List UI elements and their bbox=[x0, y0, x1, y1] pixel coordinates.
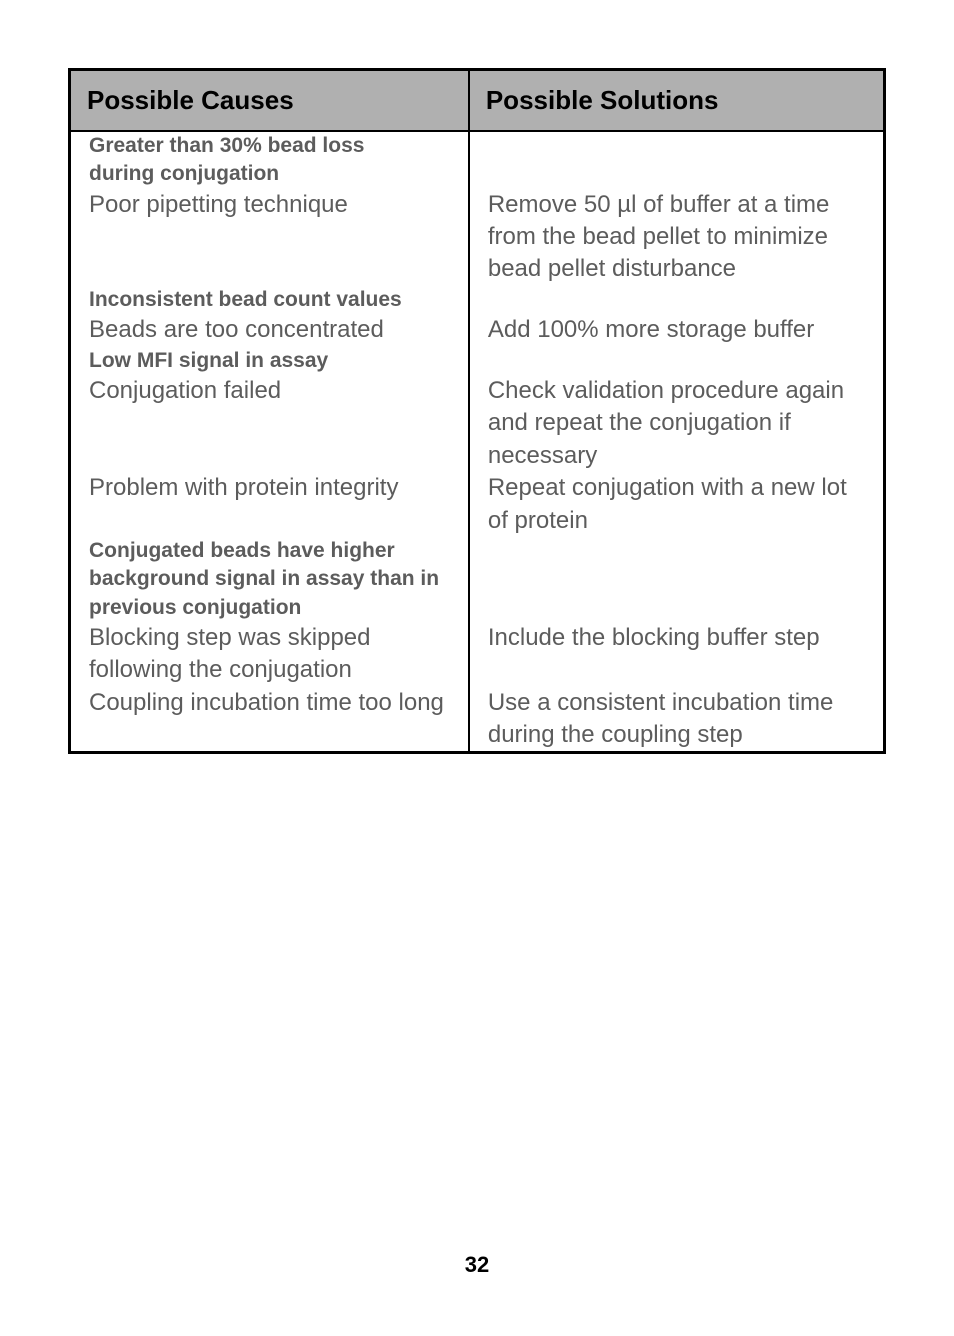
solution-text: Remove 50 µl of buffer at a time from th… bbox=[488, 189, 865, 286]
section-heading: Conjugated beads have higher bbox=[89, 537, 450, 565]
page-number: 32 bbox=[0, 1252, 954, 1278]
solution-text: Repeat conjugation with a new lot of pro… bbox=[488, 472, 865, 537]
cause-text: Problem with protein integrity bbox=[89, 472, 450, 504]
cause-text: Conjugation failed bbox=[89, 375, 450, 407]
header-solutions: Possible Solutions bbox=[469, 70, 885, 132]
cause-text: Beads are too concentrated bbox=[89, 314, 450, 346]
section-heading: Low MFI signal in assay bbox=[89, 347, 450, 375]
section-heading: Greater than 30% bead loss bbox=[89, 132, 450, 160]
solution-text: Add 100% more storage buffer bbox=[488, 314, 865, 346]
cause-text: Blocking step was skipped following the … bbox=[89, 622, 450, 687]
solution-text: Use a consistent incubation time during … bbox=[488, 687, 865, 752]
header-causes: Possible Causes bbox=[70, 70, 469, 132]
section-heading: background signal in assay than in bbox=[89, 565, 450, 593]
section-heading: during conjugation bbox=[89, 160, 450, 188]
section-heading: previous conjugation bbox=[89, 594, 450, 622]
cause-text: Coupling incubation time too long bbox=[89, 687, 450, 719]
solution-text: Check validation procedure again and rep… bbox=[488, 375, 865, 472]
solution-text: Include the blocking buffer step bbox=[488, 622, 865, 654]
troubleshooting-table: Possible Causes Possible Solutions Great… bbox=[68, 68, 886, 754]
cause-text: Poor pipetting technique bbox=[89, 189, 450, 221]
section-heading: Inconsistent bead count values bbox=[89, 286, 450, 314]
